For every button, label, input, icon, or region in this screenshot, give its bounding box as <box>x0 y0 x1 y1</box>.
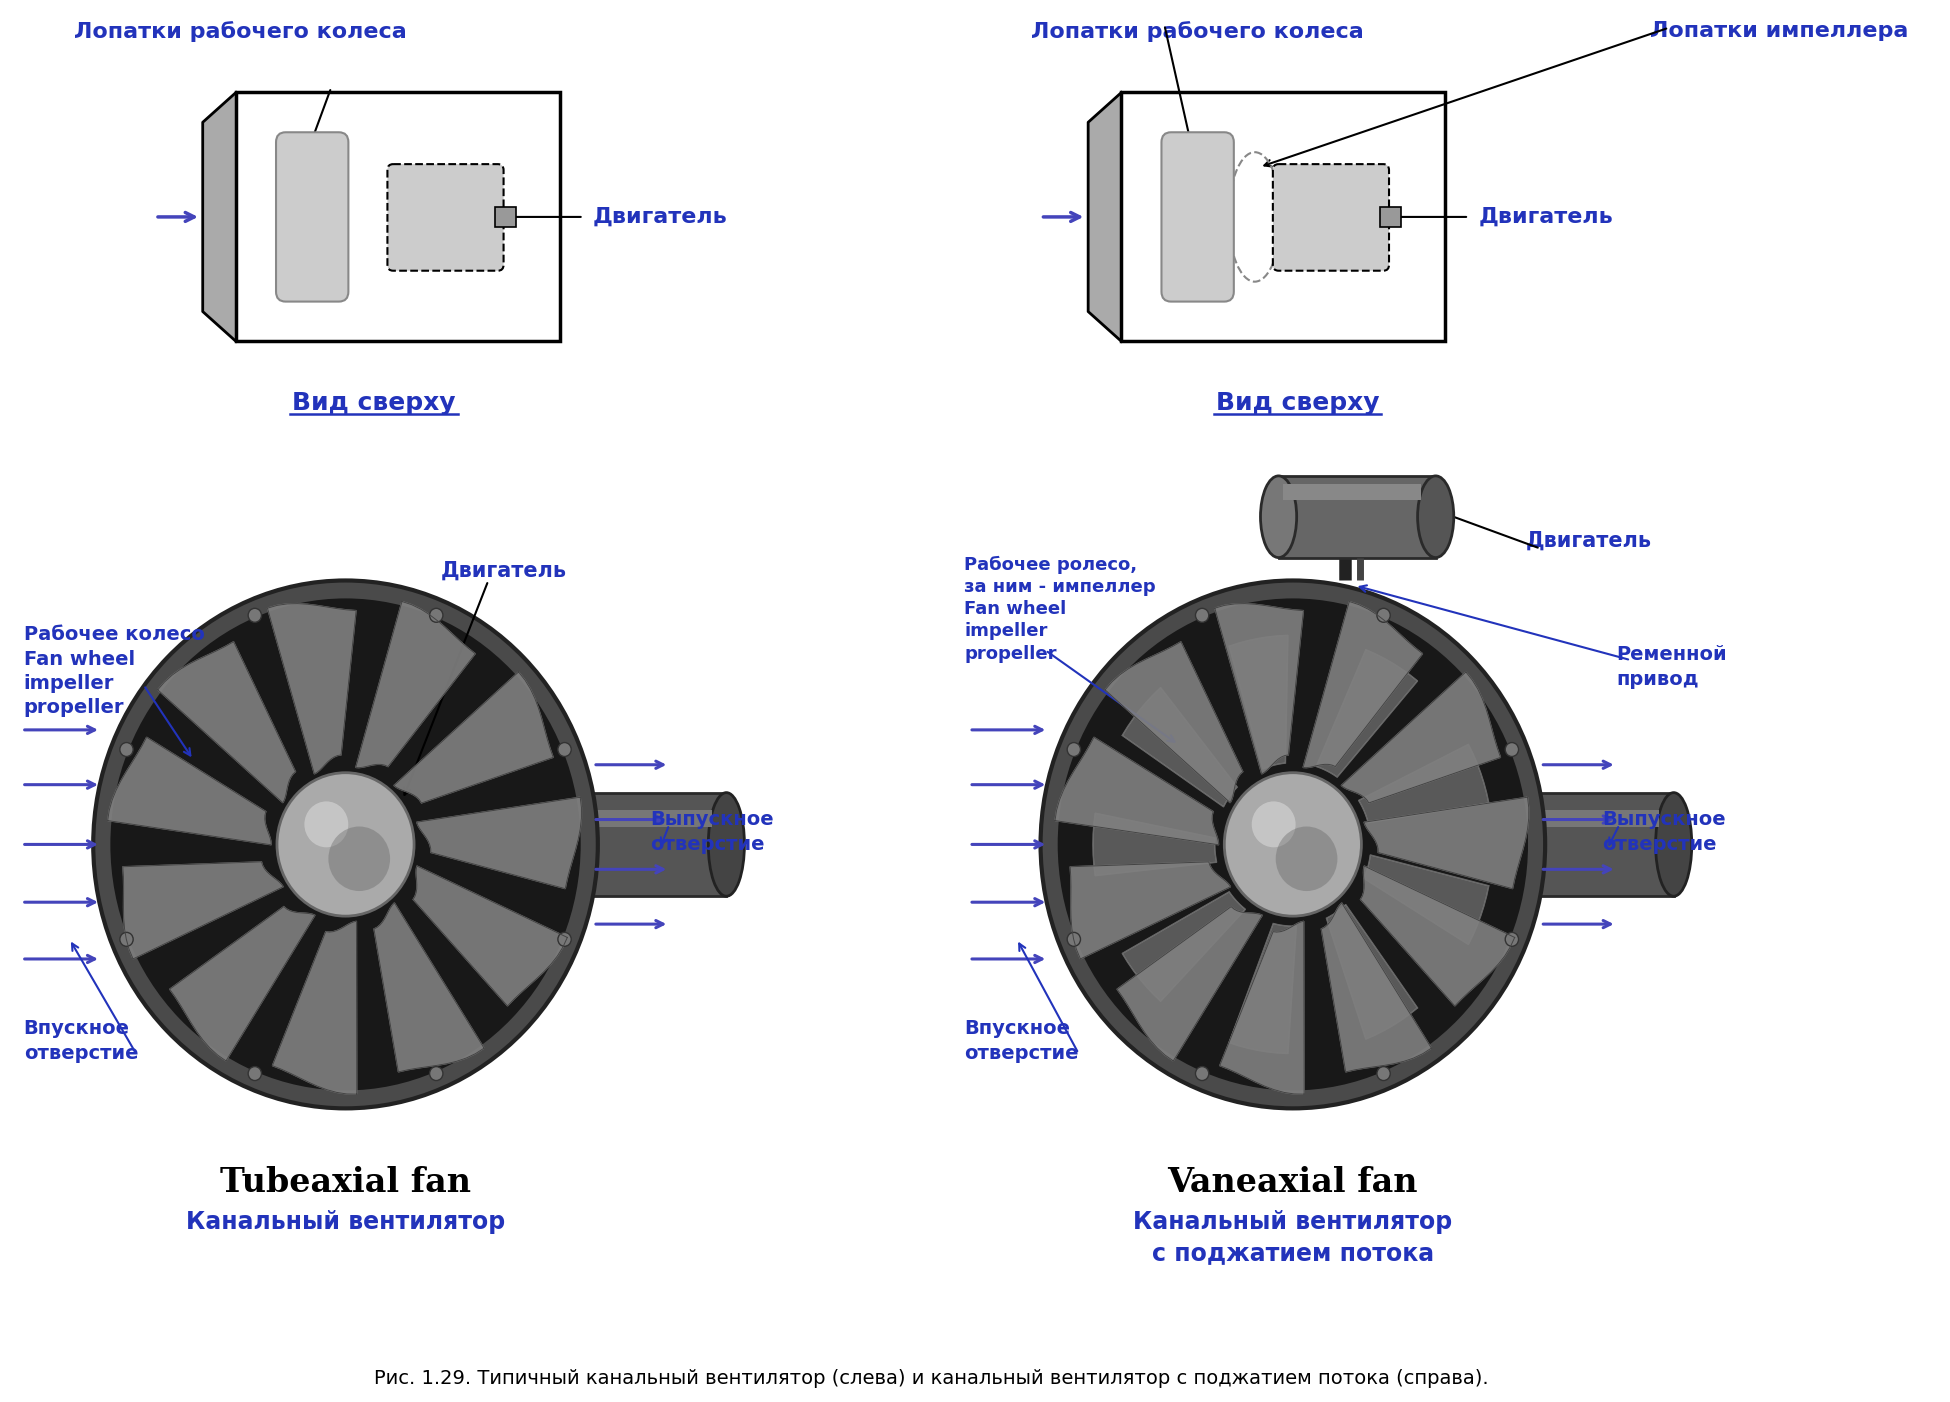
Polygon shape <box>1071 862 1230 959</box>
Polygon shape <box>1228 924 1297 1053</box>
FancyBboxPatch shape <box>388 164 503 271</box>
Circle shape <box>328 827 390 892</box>
Circle shape <box>94 580 599 1109</box>
Bar <box>1279 475 1435 558</box>
Polygon shape <box>1117 907 1262 1061</box>
Circle shape <box>558 743 571 757</box>
Polygon shape <box>1215 604 1303 774</box>
Polygon shape <box>394 672 554 803</box>
Polygon shape <box>1106 642 1242 803</box>
Bar <box>236 93 560 342</box>
Polygon shape <box>123 862 283 959</box>
Circle shape <box>1252 802 1295 847</box>
Text: Двигатель: Двигатель <box>441 561 567 580</box>
Polygon shape <box>1303 601 1424 768</box>
Polygon shape <box>355 601 476 768</box>
Bar <box>1283 484 1422 499</box>
Circle shape <box>1225 773 1361 916</box>
Bar <box>1521 792 1673 896</box>
Text: Tubeaxial fan: Tubeaxial fan <box>220 1166 472 1199</box>
Circle shape <box>119 743 133 757</box>
Circle shape <box>1067 743 1080 757</box>
Ellipse shape <box>1656 792 1693 896</box>
Ellipse shape <box>1418 475 1455 558</box>
Text: Лопатки рабочего колеса: Лопатки рабочего колеса <box>74 21 408 42</box>
Text: Двигатель: Двигатель <box>593 207 727 227</box>
Polygon shape <box>170 907 316 1061</box>
Polygon shape <box>1055 737 1219 845</box>
Circle shape <box>1377 1067 1390 1081</box>
Polygon shape <box>1359 744 1490 823</box>
Polygon shape <box>203 93 236 342</box>
Text: Рис. 1.29. Типичный канальный вентилятор (слева) и канальный вентилятор с поджат: Рис. 1.29. Типичный канальный вентилятор… <box>374 1370 1488 1388</box>
Polygon shape <box>273 921 357 1094</box>
Text: Впускное
отверстие: Впускное отверстие <box>965 1019 1078 1063</box>
Polygon shape <box>1363 798 1529 889</box>
Circle shape <box>111 599 581 1091</box>
Circle shape <box>429 1067 443 1081</box>
Circle shape <box>1195 608 1209 622</box>
Circle shape <box>1377 608 1390 622</box>
Circle shape <box>1275 827 1338 892</box>
Circle shape <box>248 1067 261 1081</box>
Bar <box>1121 93 1445 342</box>
FancyBboxPatch shape <box>277 132 349 301</box>
Text: Рабочее ролесо,
за ним - импеллер
Fan wheel
impeller
propeller: Рабочее ролесо, за ним - импеллер Fan wh… <box>965 555 1156 663</box>
Polygon shape <box>1121 687 1236 806</box>
Text: Канальный вентилятор
с поджатием потока: Канальный вентилятор с поджатием потока <box>1133 1210 1453 1266</box>
Circle shape <box>1057 599 1529 1091</box>
Text: Двигатель: Двигатель <box>1527 531 1652 551</box>
Circle shape <box>429 608 443 622</box>
Polygon shape <box>1316 649 1418 777</box>
Polygon shape <box>1228 635 1287 770</box>
Circle shape <box>119 932 133 946</box>
Circle shape <box>1067 932 1080 946</box>
FancyBboxPatch shape <box>1162 132 1234 301</box>
Text: Вид сверху: Вид сверху <box>292 391 456 415</box>
Text: Лопатки рабочего колеса: Лопатки рабочего колеса <box>1032 21 1363 42</box>
Circle shape <box>1505 743 1519 757</box>
Bar <box>589 809 712 827</box>
Polygon shape <box>413 866 567 1005</box>
Text: Впускное
отверстие: Впускное отверстие <box>23 1019 138 1063</box>
Circle shape <box>1505 932 1519 946</box>
Ellipse shape <box>1260 475 1297 558</box>
Text: Лопатки импеллера: Лопатки импеллера <box>1650 21 1909 41</box>
Circle shape <box>1195 1067 1209 1081</box>
Text: Рабочее колесо
Fan wheel
impeller
propeller: Рабочее колесо Fan wheel impeller propel… <box>23 625 205 716</box>
Bar <box>573 792 725 896</box>
Polygon shape <box>1092 813 1217 876</box>
Text: Выпускное
отверстие: Выпускное отверстие <box>1603 809 1726 854</box>
Polygon shape <box>158 642 296 803</box>
Circle shape <box>248 608 261 622</box>
Circle shape <box>277 773 413 916</box>
Polygon shape <box>1322 903 1431 1073</box>
Bar <box>495 207 517 227</box>
Polygon shape <box>1121 892 1246 1001</box>
Polygon shape <box>417 798 581 889</box>
Bar <box>1381 207 1402 227</box>
Text: Выпускное
отверстие: Выпускное отверстие <box>649 809 774 854</box>
Circle shape <box>558 932 571 946</box>
Polygon shape <box>1088 93 1121 342</box>
Polygon shape <box>1342 672 1502 803</box>
FancyBboxPatch shape <box>1273 164 1388 271</box>
Polygon shape <box>1361 866 1515 1005</box>
Circle shape <box>304 802 349 847</box>
Bar <box>1537 809 1659 827</box>
Polygon shape <box>107 737 271 845</box>
Circle shape <box>1041 580 1544 1109</box>
Polygon shape <box>1221 921 1305 1094</box>
Text: Ременной
привод: Ременной привод <box>1617 645 1728 690</box>
Polygon shape <box>1363 855 1490 945</box>
Text: Вид сверху: Вид сверху <box>1217 391 1379 415</box>
Text: Vaneaxial fan: Vaneaxial fan <box>1168 1166 1418 1199</box>
Text: Канальный вентилятор: Канальный вентилятор <box>185 1210 505 1234</box>
Text: Двигатель: Двигатель <box>1478 207 1613 227</box>
Polygon shape <box>267 604 357 774</box>
Polygon shape <box>374 903 484 1073</box>
Ellipse shape <box>708 792 745 896</box>
Polygon shape <box>1326 904 1418 1039</box>
